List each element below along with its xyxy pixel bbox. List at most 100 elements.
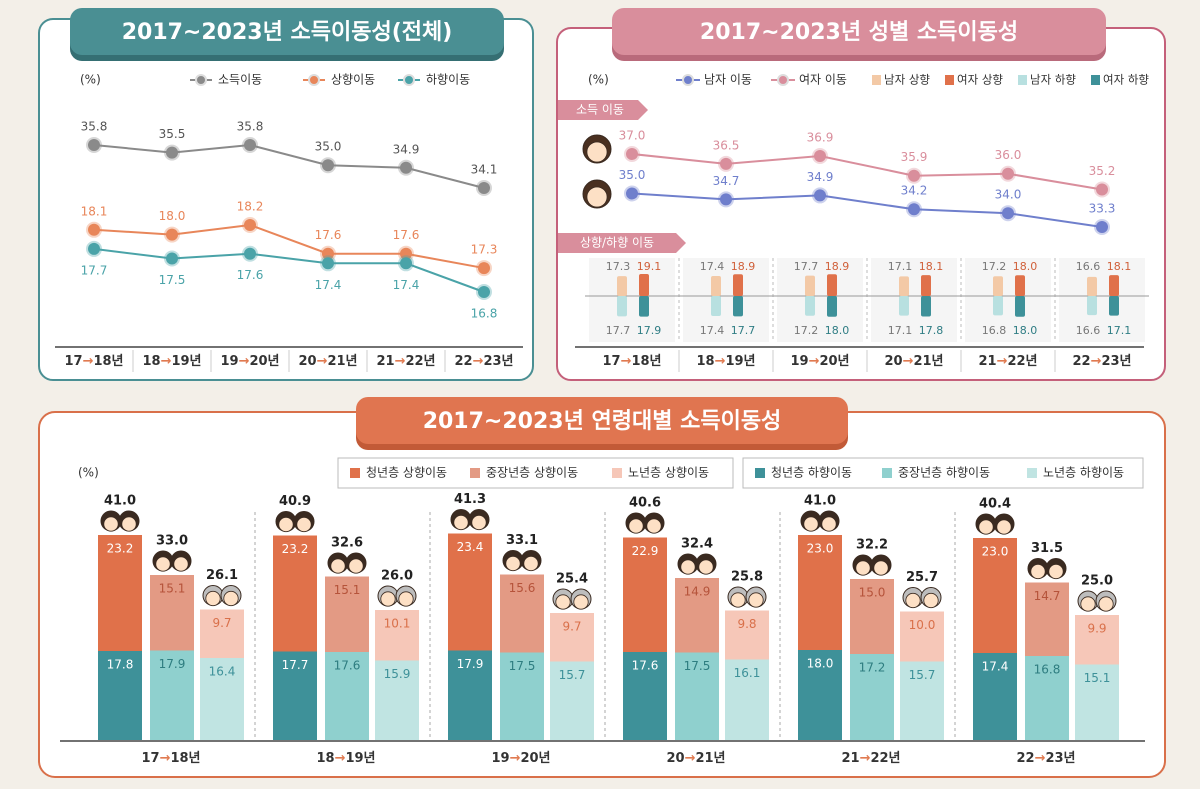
data-label: 16.1 [734, 666, 761, 680]
legend-swatch [612, 468, 622, 478]
total-label: 40.4 [979, 497, 1011, 512]
category-part: 22 [454, 354, 472, 369]
point [718, 191, 734, 208]
category-part: → [161, 354, 172, 369]
point [624, 146, 640, 162]
bar-segment [675, 652, 719, 740]
x-tick-label: 22→23년 [454, 354, 513, 369]
data-label: 17.6 [334, 659, 361, 673]
data-label: 17.7 [81, 263, 108, 277]
legend-swatch [872, 75, 881, 85]
icon-face [905, 592, 921, 609]
data-label: 14.7 [1034, 589, 1061, 603]
bar-segment [725, 659, 769, 740]
data-label: 17.2 [982, 260, 1007, 273]
data-label: 23.2 [107, 542, 134, 556]
icon-face [1030, 563, 1046, 580]
point [624, 185, 640, 202]
data-label: 35.8 [237, 120, 264, 134]
point [1094, 219, 1110, 235]
icon-face [586, 141, 608, 163]
point [86, 137, 102, 153]
legend-box [742, 457, 1144, 489]
data-label: 9.9 [1087, 622, 1106, 636]
data-label: 17.6 [315, 228, 342, 242]
icon-face [505, 555, 521, 572]
bar [1087, 276, 1097, 296]
data-label: 35.5 [159, 127, 186, 141]
point [164, 250, 180, 267]
category-part: → [160, 751, 171, 766]
bar [1109, 275, 1119, 296]
icon-face [923, 592, 939, 609]
data-label: 17.4 [393, 278, 420, 292]
icon-face [398, 591, 414, 607]
point [242, 137, 258, 153]
data-label: 16.4 [209, 665, 236, 679]
category-part: → [860, 751, 871, 766]
legend-label: 중장년층 상향이동 [486, 466, 578, 480]
category-part: 17 [141, 751, 159, 766]
category-part: 20년 [819, 354, 849, 369]
data-label: 18.2 [237, 200, 264, 214]
data-label: 19.1 [637, 260, 662, 273]
icon-face [855, 560, 871, 576]
bar-segment [273, 651, 317, 740]
category-part: 21년 [327, 354, 357, 369]
total-label: 41.0 [104, 494, 136, 509]
total-label: 31.5 [1031, 541, 1063, 556]
data-label: 15.1 [159, 582, 186, 596]
category-part: 20년 [520, 751, 550, 766]
bar [1109, 296, 1119, 316]
bar-segment [550, 661, 594, 740]
category-part: 20년 [249, 354, 279, 369]
legend-swatch [1018, 75, 1027, 85]
data-label: 35.0 [619, 168, 646, 182]
chart-title: 2017~2023년 소득이동성(전체) [122, 20, 453, 45]
data-label: 16.8 [471, 307, 498, 321]
legend-marker [777, 74, 789, 86]
data-label: 15.1 [334, 583, 361, 597]
legend-swatch [1027, 468, 1037, 478]
data-label: 18.1 [1107, 260, 1132, 273]
x-tick-label: 19→20년 [790, 354, 849, 369]
data-label: 18.0 [1013, 260, 1038, 273]
data-label: 9.8 [737, 617, 756, 631]
legend-label: 청년층 하향이동 [771, 466, 852, 480]
data-label: 33.3 [1089, 202, 1116, 216]
data-label: 17.4 [700, 324, 725, 337]
data-label: 17.3 [471, 243, 498, 257]
icon-face [121, 516, 137, 532]
section-label: 소득 이동 [576, 103, 624, 117]
data-label: 34.7 [713, 174, 740, 188]
icon-face [155, 556, 171, 572]
x-tick-label: 21→22년 [978, 354, 1037, 369]
category-part: 19 [491, 751, 509, 766]
bar [733, 296, 743, 317]
legend-label: 하향이동 [426, 73, 470, 87]
data-label: 16.8 [982, 324, 1007, 337]
total-label: 32.4 [681, 537, 713, 552]
category-part: 23년 [1101, 354, 1131, 369]
data-label: 17.9 [457, 657, 484, 671]
bar [639, 296, 649, 317]
data-label: 17.6 [393, 228, 420, 242]
bar-segment [798, 650, 842, 740]
bar-segment [200, 658, 244, 740]
point [320, 157, 336, 174]
bar-segment [375, 610, 419, 661]
icon-face [348, 558, 364, 574]
data-label: 15.0 [859, 586, 886, 600]
bar-segment [623, 537, 667, 652]
data-label: 17.4 [315, 278, 342, 292]
legend-label: 소득이동 [218, 73, 262, 87]
series-line [93, 247, 485, 293]
bar [921, 275, 931, 296]
data-label: 17.4 [700, 260, 725, 273]
legend-label: 여자 상향 [957, 73, 1003, 87]
total-label: 40.6 [629, 496, 661, 511]
icon-face [821, 516, 837, 532]
icon-face [873, 560, 889, 576]
